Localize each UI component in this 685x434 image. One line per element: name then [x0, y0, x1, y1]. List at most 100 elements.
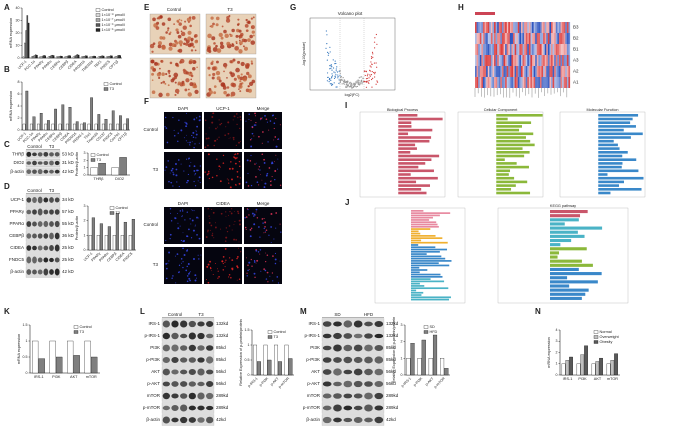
- bar: [81, 56, 83, 59]
- bar: [82, 56, 84, 59]
- x-tick-label: CEBPβ: [52, 132, 63, 143]
- fluor-dot: [198, 142, 200, 144]
- fluor-dot: [168, 260, 170, 262]
- go-bar: [398, 132, 409, 136]
- blot-band: [32, 256, 37, 264]
- fluor-dot: [199, 182, 201, 184]
- blot-kda: 132kd: [216, 333, 229, 338]
- stain-dot: [180, 30, 183, 33]
- heat-cell: [527, 55, 529, 66]
- fluor-dot: [255, 208, 258, 211]
- legend-swatch: [73, 325, 79, 329]
- heat-cell: [498, 33, 501, 44]
- blot-band: [180, 381, 188, 387]
- blot-strip: [321, 318, 385, 330]
- stain-dot: [188, 16, 192, 19]
- blot-strip: [161, 390, 215, 402]
- blot-row-label: IRS-1: [148, 321, 160, 326]
- volcano-point: [339, 80, 341, 82]
- heat-cell: [494, 66, 496, 77]
- fluor-dot: [195, 131, 197, 133]
- blot-band: [162, 368, 170, 376]
- fluor-dot: [194, 185, 197, 187]
- bar: [94, 56, 96, 59]
- fluor-dot: [239, 177, 241, 179]
- fluor-dot: [194, 225, 196, 227]
- fluor-dot: [270, 180, 272, 182]
- bar: [595, 361, 600, 376]
- fluor-dot: [254, 115, 257, 117]
- blot-band: [49, 209, 54, 215]
- kegg-bar: [550, 276, 568, 280]
- bar: [565, 360, 570, 376]
- heat-cell: [478, 22, 480, 33]
- bar: [26, 15, 29, 59]
- heat-cell: [516, 66, 518, 77]
- fluor-dot: [258, 135, 260, 138]
- heat-cell: [549, 33, 552, 44]
- legend-label: Obesity: [600, 340, 613, 344]
- blot-strip: [25, 242, 61, 254]
- blot-band: [364, 344, 373, 352]
- blot-strip: [161, 330, 215, 342]
- go-bar: [598, 114, 639, 117]
- blot-row-label: PI3K: [310, 345, 320, 350]
- bar: [42, 55, 44, 59]
- x-tick-label: PI3K: [578, 377, 587, 381]
- go-bar: [496, 114, 543, 117]
- blot-row-label: CEBPβ: [9, 233, 24, 238]
- fluor-dot: [257, 168, 259, 170]
- kegg-bar: [550, 226, 603, 230]
- fluor-dot: [197, 254, 199, 256]
- heat-cell: [546, 44, 548, 55]
- stain-dot: [177, 34, 182, 39]
- stain-dot: [249, 34, 253, 39]
- heat-cell: [475, 55, 477, 66]
- y-tick-label: 3: [84, 151, 86, 155]
- blot-band: [37, 152, 43, 157]
- stain-dot: [250, 62, 254, 65]
- go-bar: [598, 128, 624, 132]
- fluor-dot: [193, 118, 196, 121]
- blot-band: [26, 161, 32, 165]
- volcano-point: [367, 81, 369, 83]
- blot-band: [37, 196, 43, 204]
- fluor-dot: [266, 172, 269, 175]
- stain-dot: [187, 36, 192, 41]
- heat-cell: [513, 33, 515, 44]
- heat-cell: [532, 44, 534, 55]
- legend-label: Control: [110, 82, 122, 86]
- blot-band: [32, 160, 37, 166]
- blot-band: [364, 321, 373, 327]
- heat-cell: [532, 55, 534, 66]
- bar: [89, 56, 91, 59]
- volcano-point: [357, 83, 359, 85]
- stain-dot: [229, 60, 233, 64]
- blot-band: [171, 320, 179, 328]
- fluor-header: UCP-1: [216, 106, 230, 111]
- fluor-dot: [253, 272, 256, 275]
- fluor-dot: [259, 253, 261, 255]
- fluor-dot: [204, 119, 207, 122]
- legend-label: SD: [430, 325, 436, 329]
- volcano-point: [334, 72, 336, 74]
- fluor-dot: [248, 269, 250, 271]
- heat-cell: [555, 22, 558, 33]
- stain-dot: [251, 79, 256, 84]
- heat-cell: [530, 44, 533, 55]
- fluor-dot: [235, 183, 236, 185]
- blot-band: [26, 169, 32, 174]
- stain-dot: [152, 42, 156, 45]
- y-axis-label: mRNA expression: [17, 334, 21, 364]
- stain-dot: [242, 45, 245, 48]
- stain-dot: [151, 72, 155, 76]
- fluor-dot: [192, 210, 194, 212]
- kegg-bar: [411, 250, 440, 253]
- bar: [90, 167, 98, 176]
- stain-dot: [216, 76, 221, 81]
- go-bar: [496, 162, 517, 165]
- blot-band: [180, 393, 188, 399]
- heat-cell: [554, 44, 556, 55]
- go-bar: [496, 132, 534, 136]
- fluor-dot: [258, 226, 260, 228]
